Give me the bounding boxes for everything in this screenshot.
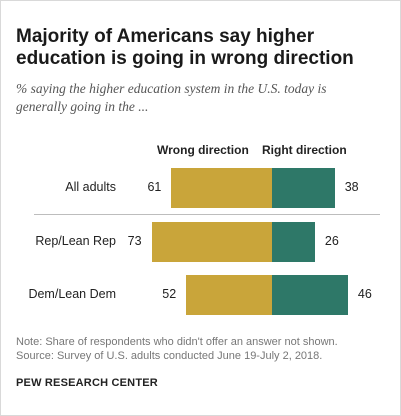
title-line: Majority of Americans say higher [16, 26, 315, 47]
chart-note: Note: Share of respondents who didn't of… [16, 335, 338, 363]
value-label-right: 26 [324, 234, 339, 248]
bar-wrong-direction [186, 275, 272, 315]
bar-right-direction [272, 168, 335, 208]
bar-right-direction [272, 275, 348, 315]
title-line: education is going in wrong direction [16, 48, 354, 69]
category-label: All adults [65, 180, 116, 194]
chart-title: Majority of Americans say higher educati… [16, 26, 388, 70]
value-label-wrong: 73 [127, 234, 142, 248]
subtitle-line: generally going in the ... [16, 99, 149, 114]
value-label-wrong: 52 [162, 287, 177, 301]
legend-right-direction: Right direction [262, 143, 347, 157]
category-label: Rep/Lean Rep [35, 234, 116, 248]
legend-wrong-direction: Wrong direction [157, 143, 249, 157]
chart-subtitle: % saying the higher education system in … [16, 80, 394, 116]
source-line: Source: Survey of U.S. adults conducted … [16, 350, 323, 362]
source-organization: PEW RESEARCH CENTER [16, 377, 158, 389]
row-divider [34, 214, 380, 215]
value-label-right: 46 [357, 287, 372, 301]
note-line: Note: Share of respondents who didn't of… [16, 336, 338, 348]
bar-wrong-direction [171, 168, 272, 208]
value-label-right: 38 [344, 180, 359, 194]
value-label-wrong: 61 [147, 180, 162, 194]
bar-right-direction [272, 222, 315, 262]
bar-wrong-direction [151, 222, 272, 262]
subtitle-line: % saying the higher education system in … [16, 81, 327, 96]
category-label: Dem/Lean Dem [28, 287, 116, 301]
